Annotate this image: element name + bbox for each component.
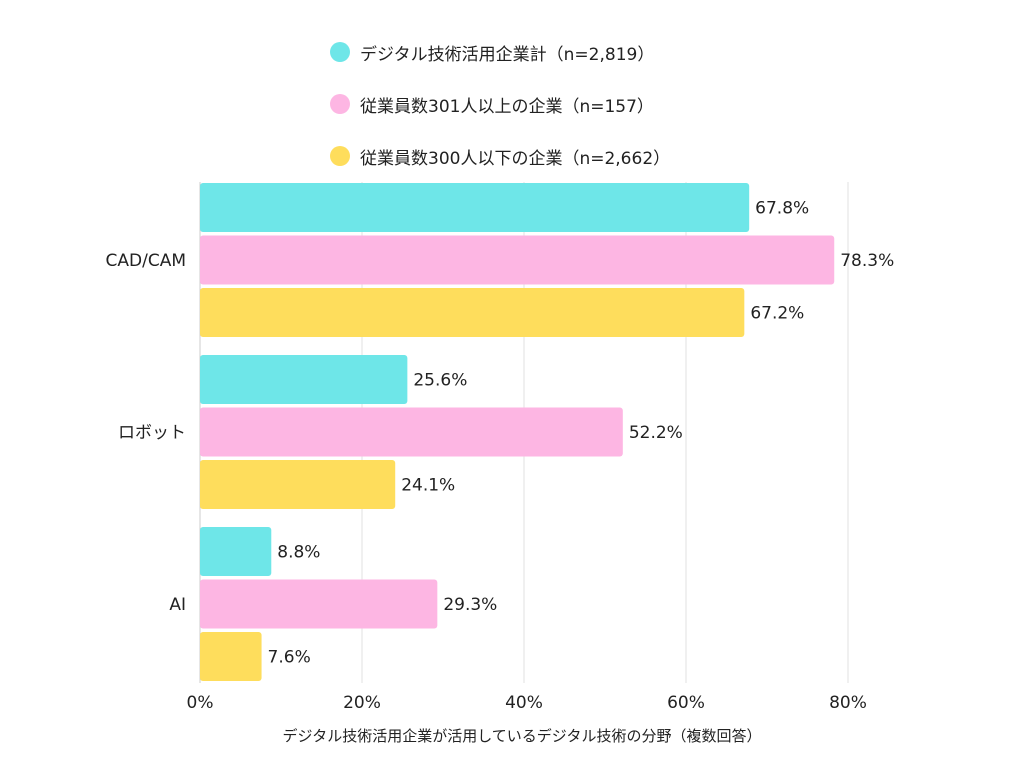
bar [200, 183, 750, 232]
category-label: CAD/CAM [106, 251, 186, 271]
legend-item-large: 従業員数301人以上の企業（n=157） [330, 78, 670, 130]
data-label: 7.6% [268, 648, 311, 668]
x-axis-title: デジタル技術活用企業が活用しているデジタル技術の分野（複数回答） [283, 727, 762, 745]
legend-label-all: デジタル技術活用企業計（n=2,819） [360, 44, 655, 65]
data-label: 29.3% [443, 595, 497, 615]
bar [200, 632, 262, 681]
legend-label-small: 従業員数300人以下の企業（n=2,662） [360, 148, 671, 169]
x-tick-label: 40% [505, 693, 543, 713]
bar [200, 407, 623, 457]
data-label: 67.2% [750, 304, 804, 324]
x-tick-label: 60% [667, 693, 705, 713]
legend-swatch-all [330, 42, 350, 62]
category-label: ロボット [118, 423, 186, 443]
legend-item-small: 従業員数300人以下の企業（n=2,662） [330, 130, 670, 182]
legend: デジタル技術活用企業計（n=2,819） 従業員数301人以上の企業（n=157… [330, 26, 670, 182]
data-label: 24.1% [401, 476, 455, 496]
bar [200, 460, 396, 509]
data-label: 78.3% [840, 251, 894, 271]
data-label: 8.8% [277, 543, 320, 563]
category-label: AI [169, 595, 186, 615]
bar [200, 355, 408, 404]
bar [200, 579, 438, 629]
data-label: 67.8% [755, 199, 809, 219]
x-tick-label: 80% [829, 693, 867, 713]
data-label: 25.6% [413, 371, 467, 391]
data-labels: 67.8% 78.3% 67.2% 25.6% 52.2% 24.1% 8.8% 29.3% 7… [268, 199, 895, 668]
bar [200, 288, 745, 337]
category-labels: CAD/CAM ロボット AI [106, 251, 186, 615]
bar [200, 235, 835, 285]
legend-label-large: 従業員数301人以上の企業（n=157） [360, 96, 654, 117]
x-tick-labels: 0% 20% 40% 60% 80% [187, 693, 867, 713]
x-tick-label: 20% [343, 693, 381, 713]
bar [200, 527, 272, 576]
x-tick-label: 0% [187, 693, 214, 713]
bars [200, 183, 835, 681]
legend-swatch-large [330, 94, 350, 114]
legend-swatch-small [330, 146, 350, 166]
data-label: 52.2% [629, 423, 683, 443]
legend-item-all: デジタル技術活用企業計（n=2,819） [330, 26, 670, 78]
